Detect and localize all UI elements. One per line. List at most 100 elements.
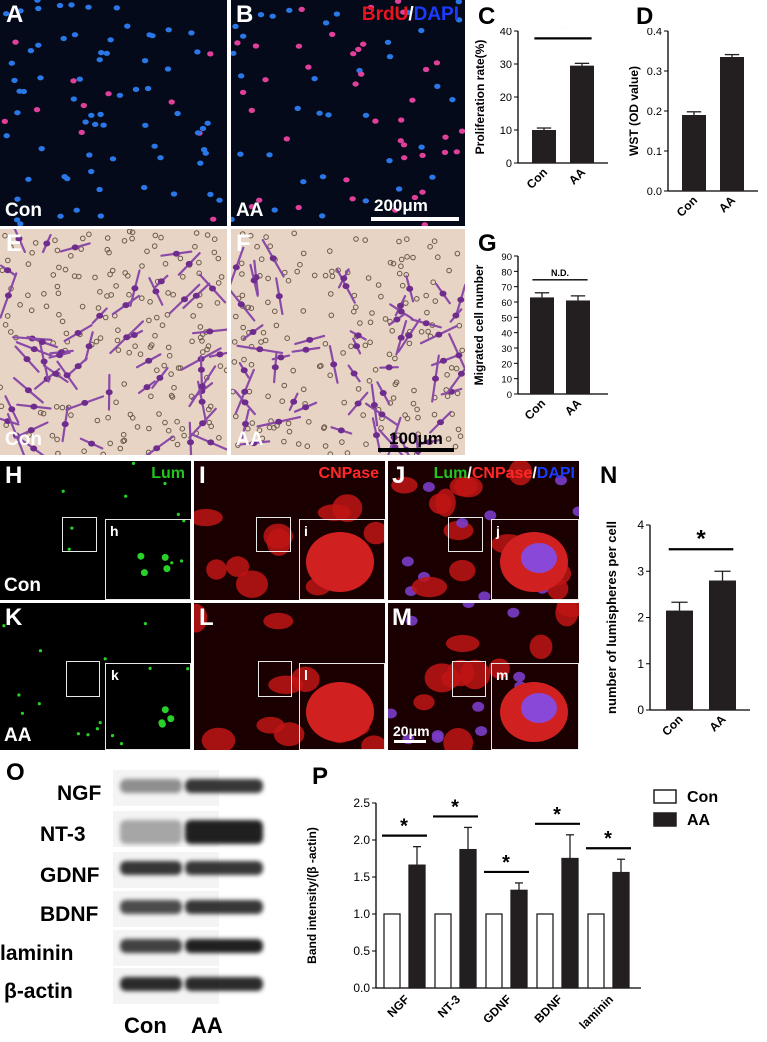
pore <box>233 413 239 420</box>
cell-body <box>15 235 23 242</box>
dapi-nucleus <box>418 144 425 150</box>
dapi-nucleus <box>286 7 293 13</box>
pore <box>281 382 288 389</box>
brdu-nucleus <box>421 222 428 226</box>
pore <box>396 238 402 245</box>
cell-body <box>207 439 215 446</box>
pore <box>321 425 327 431</box>
brdu-nucleus <box>295 43 303 49</box>
pore <box>56 311 62 318</box>
lumisphere-zoom <box>167 715 175 723</box>
pore <box>197 302 203 309</box>
brdu-nucleus <box>352 81 359 87</box>
dapi-nucleus <box>455 17 463 23</box>
cell-body <box>30 445 38 452</box>
brdu-nucleus <box>33 107 41 113</box>
scale-bar-label-100: 100μm <box>389 429 443 448</box>
pore <box>134 424 141 430</box>
cell-body <box>379 390 387 396</box>
cell-body <box>353 343 361 350</box>
pore <box>29 250 35 256</box>
pore <box>126 291 132 298</box>
panel-label-p: P <box>312 763 329 790</box>
pore <box>423 292 429 299</box>
dapi-nucleus <box>449 97 456 103</box>
dapi-nucleus <box>27 48 35 54</box>
pore <box>164 312 171 318</box>
cell-body <box>435 331 443 338</box>
cell-body <box>330 361 338 368</box>
x-tick-label: GDNF <box>480 992 514 1026</box>
panel-a-image: A Con <box>0 0 227 226</box>
brdu-nucleus <box>441 149 449 155</box>
x-tick-label: Con <box>674 193 700 219</box>
scale-bar-label-200: 200μm <box>374 196 428 215</box>
pore <box>231 339 238 345</box>
y-tick-label: 30 <box>500 59 512 71</box>
inset-j <box>491 519 579 600</box>
pore <box>97 335 104 341</box>
wb-band <box>185 779 263 793</box>
dapi-nucleus <box>294 105 301 111</box>
pore <box>267 243 274 250</box>
pore <box>444 372 450 378</box>
pore <box>32 240 39 246</box>
brdu-nucleus <box>411 194 419 201</box>
bar-aa <box>459 848 477 989</box>
cell-body <box>242 420 249 427</box>
pore <box>404 254 410 260</box>
cell-body <box>216 351 224 358</box>
dapi-nucleus <box>484 510 497 521</box>
dapi-nucleus <box>555 475 567 486</box>
dapi-nucleus <box>86 152 93 158</box>
pore <box>114 337 121 344</box>
dapi-nucleus <box>429 174 436 180</box>
panel-b-image: B BrdU/DAPI AA 200μm <box>231 0 465 226</box>
bar-aa <box>510 889 528 989</box>
brdu-nucleus <box>248 107 255 113</box>
y-tick-label: 90 <box>501 252 512 263</box>
bar <box>709 580 736 710</box>
pore <box>109 267 116 274</box>
lumisphere-zoom <box>158 720 166 728</box>
lumisphere-zoom <box>161 706 169 714</box>
bar-con <box>587 913 605 989</box>
pore <box>382 316 389 322</box>
dapi-nucleus <box>237 151 244 157</box>
pore <box>166 352 173 359</box>
y-tick-label: 0 <box>637 703 644 717</box>
brdu-nucleus <box>283 136 290 142</box>
pore <box>62 266 69 273</box>
brdu-nucleus <box>248 204 256 210</box>
pore <box>144 248 150 255</box>
pore <box>132 343 138 349</box>
y-tick-label: 20 <box>500 92 512 104</box>
pore <box>457 433 464 439</box>
pore <box>2 322 9 328</box>
dapi-nucleus <box>199 125 207 132</box>
x-tick-label: AA <box>706 712 728 734</box>
y-tick-label: 4 <box>637 518 644 532</box>
dapi-nucleus <box>68 2 75 8</box>
dapi-nucleus <box>405 615 418 626</box>
brdu-nucleus <box>70 78 77 84</box>
pore <box>387 259 394 266</box>
pore <box>211 236 218 242</box>
pore <box>25 292 31 299</box>
pore <box>327 372 333 379</box>
brdu-nucleus <box>397 138 404 144</box>
dapi-nucleus <box>232 23 239 29</box>
pore <box>54 247 61 254</box>
pore <box>402 412 408 418</box>
y-tick-label: 0.0 <box>647 186 662 198</box>
dapi-nucleus <box>88 168 95 175</box>
bar <box>566 300 590 394</box>
pore <box>8 244 14 251</box>
x-tick-label: NT-3 <box>435 992 464 1021</box>
cell-body <box>96 312 104 319</box>
lumisphere <box>170 561 174 565</box>
pore <box>353 304 359 310</box>
x-tick-label: BDNF <box>532 992 565 1025</box>
y-tick-label: 30 <box>501 344 512 355</box>
pore <box>113 283 119 289</box>
